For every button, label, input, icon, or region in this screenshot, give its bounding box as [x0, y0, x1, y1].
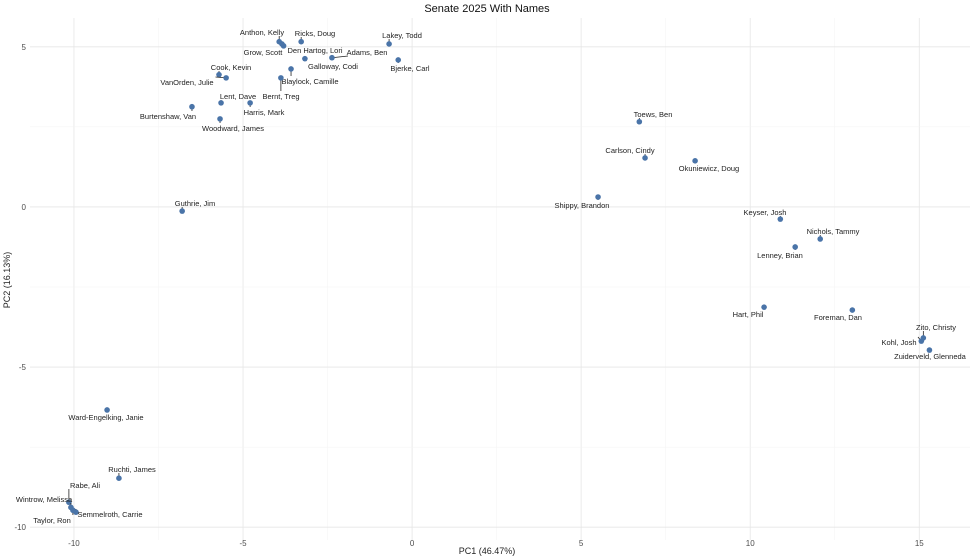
point-label: Grow, Scott [244, 48, 284, 57]
y-tick-label: 0 [22, 203, 27, 212]
data-point [223, 75, 229, 81]
x-tick-label: -10 [68, 539, 80, 548]
y-tick-label: -5 [19, 363, 27, 372]
point-label: Shippy, Brandon [555, 201, 610, 210]
data-point [217, 116, 223, 122]
point-label: Ward-Engelking, Janie [68, 413, 143, 422]
point-label: Zuiderveld, Glenneda [894, 352, 967, 361]
data-point [777, 216, 784, 222]
point-label: Anthon, Kelly [240, 28, 284, 37]
data-point [642, 155, 648, 161]
y-tick-label: -10 [14, 523, 26, 532]
point-label: Okuniewicz, Doug [679, 164, 739, 173]
data-point [849, 307, 856, 313]
point-label: Toews, Ben [634, 110, 673, 119]
point-label: Hart, Phil [733, 310, 764, 319]
x-tick-label: 10 [746, 539, 755, 548]
chart-title: Senate 2025 With Names [424, 3, 550, 15]
point-label: Carlson, Cindy [605, 146, 654, 155]
data-point [73, 509, 79, 515]
data-point [278, 75, 284, 81]
point-label: Rabe, Ali [70, 481, 100, 490]
data-point [302, 55, 308, 62]
data-point [329, 54, 335, 61]
point-label: Guthrie, Jim [175, 199, 215, 208]
point-label: Cook, Kevin [211, 63, 251, 72]
data-point [189, 103, 195, 110]
x-tick-label: 5 [579, 539, 584, 548]
data-point [218, 100, 224, 106]
data-point [280, 43, 287, 49]
data-point [179, 208, 185, 214]
y-tick-label: 5 [22, 43, 27, 52]
point-label: Bernt, Treg [262, 92, 299, 101]
point-label: Blaylock, Camille [281, 77, 338, 86]
data-point [761, 304, 767, 310]
point-label: Den Hartog, Lori [287, 46, 342, 55]
point-label: Lakey, Todd [382, 31, 422, 40]
point-label: Wintrow, Melissa [16, 495, 73, 504]
data-point [792, 244, 798, 250]
point-label: Kohl, Josh [881, 338, 916, 347]
x-tick-label: -5 [239, 539, 247, 548]
x-tick-label: 15 [915, 539, 924, 548]
data-point [104, 407, 110, 413]
point-label: Harris, Mark [244, 108, 285, 117]
data-point [692, 158, 698, 164]
data-point [595, 194, 601, 200]
point-label: Galloway, Codi [308, 62, 358, 71]
point-label: VanOrden, Julie [160, 78, 213, 87]
data-point [395, 57, 402, 63]
point-label: Ruchti, James [108, 465, 156, 474]
point-label: Bjerke, Carl [390, 64, 430, 73]
data-point [926, 347, 933, 353]
data-point [116, 475, 122, 481]
data-point [636, 118, 643, 125]
point-label: Foreman, Dan [814, 313, 862, 322]
point-label: Ricks, Doug [295, 29, 335, 38]
point-label: Woodward, James [202, 124, 264, 133]
point-label: Semmelroth, Carrie [77, 510, 142, 519]
data-point [386, 41, 392, 47]
data-point [918, 338, 925, 344]
y-axis-title: PC2 (16.13%) [2, 252, 12, 309]
x-axis-title: PC1 (46.47%) [459, 546, 516, 556]
data-point [817, 236, 824, 242]
x-tick-label: 0 [410, 539, 415, 548]
point-label: Nichols, Tammy [807, 227, 860, 236]
data-point [288, 66, 294, 72]
data-point [298, 38, 304, 45]
point-label: Burtenshaw, Van [140, 112, 196, 121]
point-label: Zito, Christy [916, 323, 956, 332]
point-label: Lenney, Brian [757, 251, 803, 260]
data-point [247, 100, 253, 106]
data-point [216, 71, 222, 78]
point-label: Adams, Ben [347, 48, 388, 57]
point-label: Keyser, Josh [744, 208, 787, 217]
data-point [66, 499, 72, 506]
point-label: Lent, Dave [220, 92, 256, 101]
point-label: Taylor, Ron [33, 516, 71, 525]
